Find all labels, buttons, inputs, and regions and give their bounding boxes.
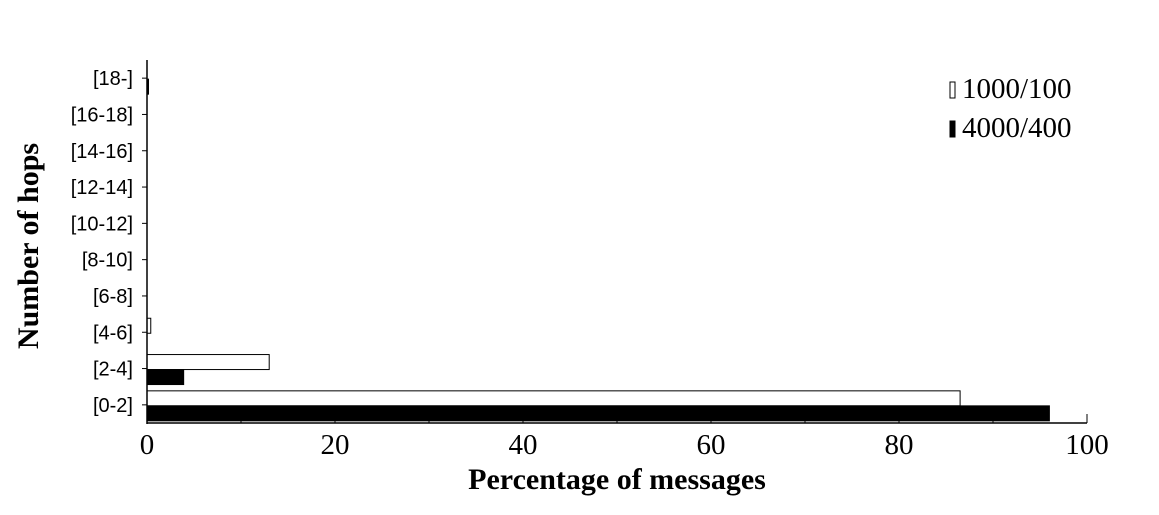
y-tick-label: [18-] (93, 68, 133, 90)
legend-swatch (949, 120, 956, 138)
x-tick-label: 40 (509, 429, 538, 461)
legend-label: 4000/400 (962, 112, 1072, 144)
x-tick-label: 20 (321, 429, 350, 461)
x-tick-label: 60 (697, 429, 726, 461)
y-tick-label: [8-10] (82, 250, 133, 272)
y-tick-label: [4-6] (93, 322, 133, 344)
y-ticks-group: [0-2] [2-4] [4-6] [6-8] [8-10] [10-12] [12-14]… (71, 68, 147, 417)
x-tick-label: 100 (1065, 429, 1109, 461)
x-axis-title: Percentage of messages (468, 463, 766, 496)
x-tick-label: 80 (885, 429, 914, 461)
y-tick-label: [2-4] (93, 359, 133, 381)
y-tick-label: [10-12] (71, 213, 133, 235)
legend-swatch (949, 81, 956, 99)
legend-label: 1000/100 (962, 73, 1072, 105)
y-axis-title: Number of hops (12, 143, 45, 349)
y-tick-label: [14-16] (71, 141, 133, 163)
y-tick-label: [16-18] (71, 104, 133, 126)
y-tick-label: [12-14] (71, 177, 133, 199)
x-ticks-group: 0 20 40 60 80 100 (140, 414, 1109, 461)
x-tick-label: 0 (140, 429, 155, 461)
bars-group (146, 78, 1050, 422)
bar-series2-1 (146, 369, 185, 386)
bar-series1-0 (146, 390, 961, 407)
legend: 1000/100 4000/400 (949, 73, 1072, 144)
y-tick-label: [0-2] (93, 395, 133, 417)
y-tick-label: [6-8] (93, 286, 133, 308)
bar-series2-0 (146, 405, 1050, 422)
bar-series1-1 (146, 354, 270, 371)
